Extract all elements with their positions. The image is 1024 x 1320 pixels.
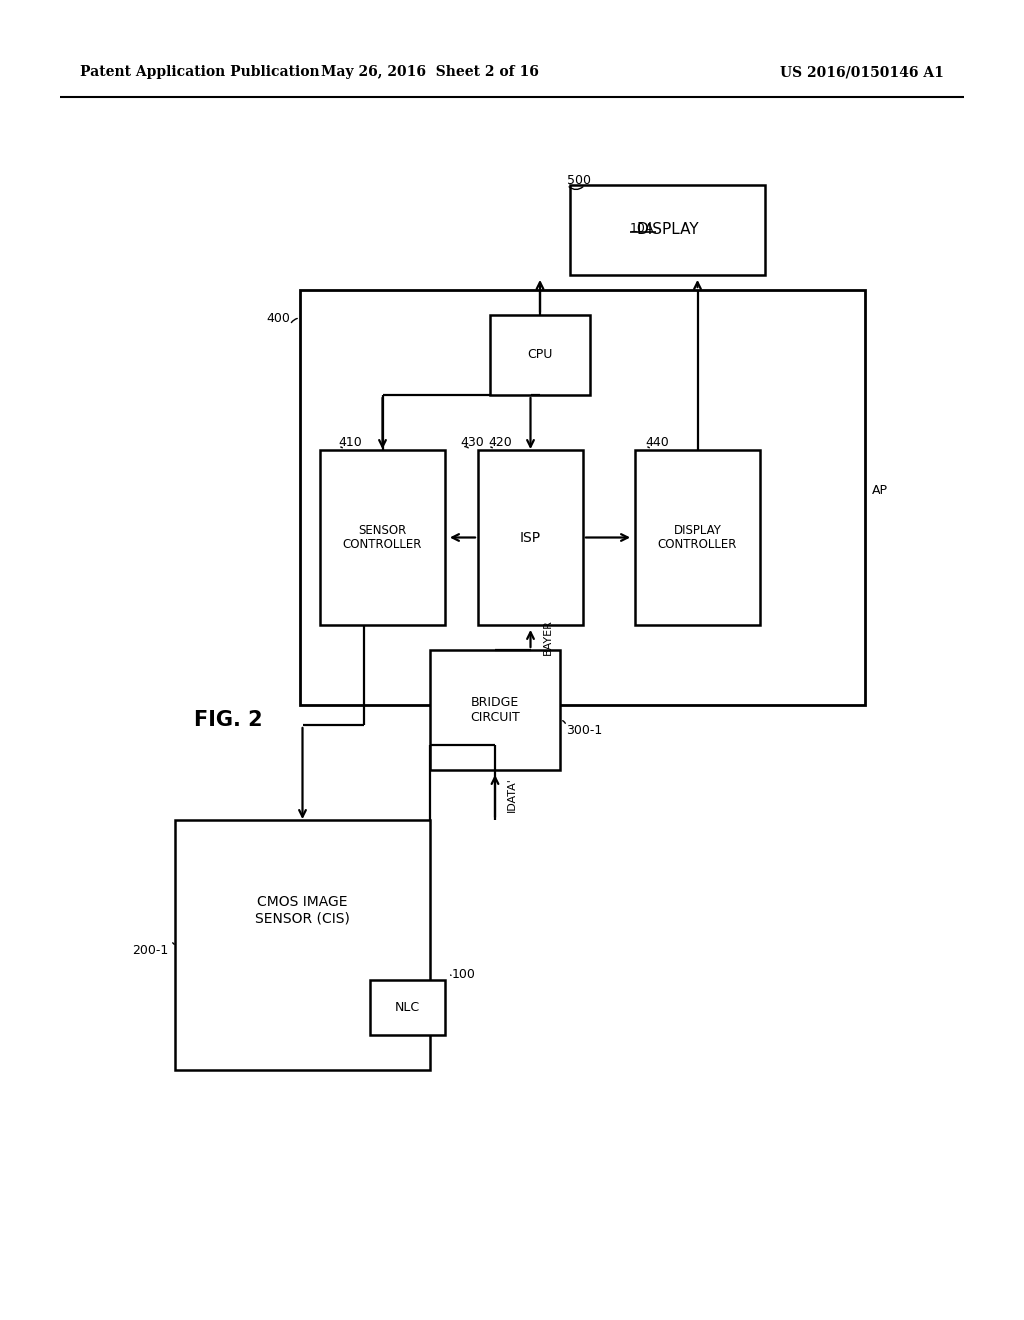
Text: 440: 440 [645, 437, 669, 450]
Text: 200-1: 200-1 [132, 944, 168, 957]
Text: ISP: ISP [520, 531, 541, 544]
Bar [635, 450, 760, 624]
Text: Patent Application Publication: Patent Application Publication [80, 65, 319, 79]
Text: US 2016/0150146 A1: US 2016/0150146 A1 [780, 65, 944, 79]
Text: 500: 500 [567, 173, 591, 186]
Bar [430, 649, 560, 770]
Bar [319, 450, 445, 624]
Text: DISPLAY: DISPLAY [636, 223, 698, 238]
Text: CMOS IMAGE
SENSOR (CIS): CMOS IMAGE SENSOR (CIS) [255, 895, 350, 925]
Text: 430: 430 [460, 437, 483, 450]
Text: 100: 100 [452, 969, 476, 982]
Bar [478, 450, 583, 624]
Text: IDATA': IDATA' [507, 777, 517, 812]
Text: 400: 400 [266, 312, 290, 325]
Text: SENSOR
CONTROLLER: SENSOR CONTROLLER [343, 524, 422, 552]
Text: AP: AP [872, 483, 888, 496]
Text: CPU: CPU [527, 348, 553, 362]
Bar [370, 979, 445, 1035]
Text: BRIDGE
CIRCUIT: BRIDGE CIRCUIT [470, 696, 520, 723]
Text: NLC: NLC [395, 1001, 420, 1014]
Text: 10A: 10A [630, 222, 654, 235]
Text: 420: 420 [488, 437, 512, 450]
Bar [300, 290, 865, 705]
Text: BAYER: BAYER [543, 619, 553, 656]
Text: DISPLAY
CONTROLLER: DISPLAY CONTROLLER [657, 524, 737, 552]
Bar [570, 185, 765, 275]
Text: FIG. 2: FIG. 2 [194, 710, 262, 730]
Bar [175, 820, 430, 1071]
Text: 410: 410 [338, 437, 361, 450]
Text: 300-1: 300-1 [566, 723, 602, 737]
Text: May 26, 2016  Sheet 2 of 16: May 26, 2016 Sheet 2 of 16 [322, 65, 539, 79]
Bar [490, 315, 590, 395]
